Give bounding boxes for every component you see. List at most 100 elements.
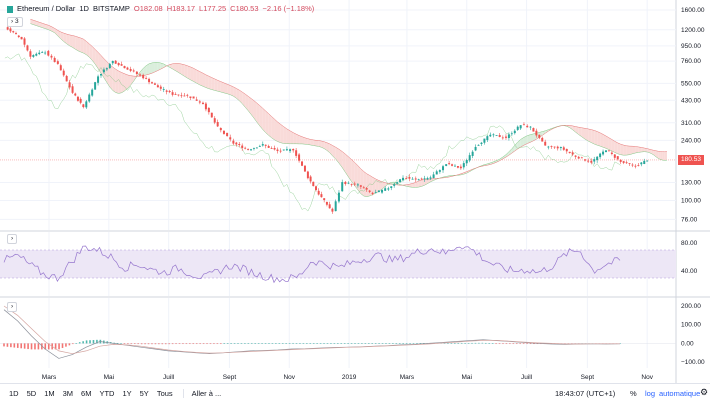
ichimoku-cloud-segment xyxy=(588,129,591,143)
macd-histogram-bar xyxy=(196,343,198,344)
candle-body xyxy=(180,95,182,96)
candle-body xyxy=(499,135,501,137)
ichimoku-cloud-segment xyxy=(200,72,203,87)
x-tick-label: Sept xyxy=(581,374,595,381)
candle-body xyxy=(344,182,346,184)
macd-histogram-bar xyxy=(406,343,408,344)
x-tick-label: Mai xyxy=(104,374,114,381)
candle-body xyxy=(115,61,117,64)
macd-histogram-bar xyxy=(519,343,521,344)
rsi-tick-label: 80.00 xyxy=(681,240,698,247)
ichimoku-cloud-segment xyxy=(197,70,200,85)
candle-body xyxy=(315,186,317,190)
tf-1m-button[interactable]: 1M xyxy=(44,389,54,398)
ichimoku-cloud-segment xyxy=(630,146,633,155)
ichimoku-cloud-segment xyxy=(600,133,603,147)
ichimoku-cloud-segment xyxy=(215,79,218,91)
candle-body xyxy=(9,28,11,31)
candle-body xyxy=(351,184,353,185)
macd-histogram-bar xyxy=(292,343,294,344)
price-tick-label: 760.00 xyxy=(681,58,701,65)
macd-histogram-bar xyxy=(230,343,232,344)
candle-body xyxy=(614,154,616,157)
candle-body xyxy=(424,178,426,179)
macd-histogram-bar xyxy=(82,341,84,343)
indicators-count: 3 xyxy=(15,18,19,25)
candle-body xyxy=(57,61,59,64)
macd-histogram-bar xyxy=(213,343,215,344)
log-scale-button[interactable]: log xyxy=(645,389,655,398)
candle-body xyxy=(544,142,546,146)
candle-body xyxy=(304,166,306,172)
candle-body xyxy=(60,65,62,70)
macd-histogram-bar xyxy=(141,343,143,344)
ichimoku-cloud-segment xyxy=(290,131,293,144)
candle-body xyxy=(88,95,90,102)
macd-histogram-bar xyxy=(485,343,487,344)
macd-histogram-bar xyxy=(234,343,236,344)
ichimoku-cloud-segment xyxy=(98,52,101,73)
candle-body xyxy=(121,64,123,66)
macd-histogram-bar xyxy=(320,343,322,344)
macd-histogram-bar xyxy=(502,343,504,344)
macd-histogram-bar xyxy=(492,343,494,344)
price-tick-label: 1600.00 xyxy=(681,7,705,14)
candle-body xyxy=(445,164,447,166)
price-tick-label: 310.00 xyxy=(681,120,701,127)
candle-body xyxy=(157,85,159,87)
candle-body xyxy=(193,96,195,98)
change-value: −2.16 (−1.18%) xyxy=(263,4,315,13)
auto-scale-button[interactable]: automatique xyxy=(659,389,700,398)
macd-histogram-bar xyxy=(186,343,188,344)
tf-1d-button[interactable]: 1D xyxy=(9,389,19,398)
macd-histogram-bar xyxy=(482,343,484,344)
ichimoku-cloud-segment xyxy=(316,140,319,146)
candle-body xyxy=(292,149,294,150)
macd-histogram-bar xyxy=(340,343,342,344)
macd-signal-line xyxy=(4,306,620,354)
ichimoku-cloud-segment xyxy=(293,133,296,144)
candle-body xyxy=(139,74,141,75)
tf-5y-button[interactable]: 5Y xyxy=(140,389,149,398)
candle-body xyxy=(436,171,438,174)
candle-body xyxy=(626,162,628,163)
candle-body xyxy=(47,51,49,56)
candle-body xyxy=(247,149,249,150)
macd-histogram-bar xyxy=(86,340,88,343)
macd-toggle-button[interactable]: › xyxy=(7,302,17,312)
macd-histogram-bar xyxy=(158,343,160,344)
macd-histogram-bar xyxy=(258,343,260,344)
tf-3m-button[interactable]: 3M xyxy=(63,389,73,398)
candle-body xyxy=(199,101,201,102)
candle-body xyxy=(214,118,216,122)
ichimoku-cloud-segment xyxy=(665,152,667,161)
candle-body xyxy=(631,165,633,166)
candle-body xyxy=(24,38,26,44)
tf-5d-button[interactable]: 5D xyxy=(27,389,37,398)
macd-histogram-bar xyxy=(347,343,349,344)
ichimoku-cloud-segment xyxy=(269,114,272,138)
macd-histogram-bar xyxy=(17,343,19,347)
goto-date-button[interactable]: Aller à ... xyxy=(183,389,222,398)
ichimoku-cloud-segment xyxy=(127,75,130,89)
percent-scale-button[interactable]: % xyxy=(630,389,637,398)
candle-body xyxy=(106,68,108,69)
ichimoku-cloud-segment xyxy=(308,139,311,145)
candle-body xyxy=(508,134,510,138)
gear-icon[interactable]: ⚙ xyxy=(700,387,708,398)
ichimoku-cloud-segment xyxy=(81,38,84,53)
tf-ytd-button[interactable]: YTD xyxy=(99,389,114,398)
tf-6m-button[interactable]: 6M xyxy=(81,389,91,398)
candle-body xyxy=(289,149,291,151)
indicators-toggle-button[interactable]: › 3 xyxy=(7,17,23,27)
tf-all-button[interactable]: Tous xyxy=(157,389,173,398)
candle-body xyxy=(280,151,282,152)
macd-histogram-bar xyxy=(137,343,139,344)
candle-body xyxy=(637,165,639,166)
tf-1y-button[interactable]: 1Y xyxy=(122,389,131,398)
candle-body xyxy=(148,79,150,82)
rsi-toggle-button[interactable]: › xyxy=(7,234,17,244)
candle-body xyxy=(605,150,607,152)
macd-histogram-bar xyxy=(413,343,415,344)
